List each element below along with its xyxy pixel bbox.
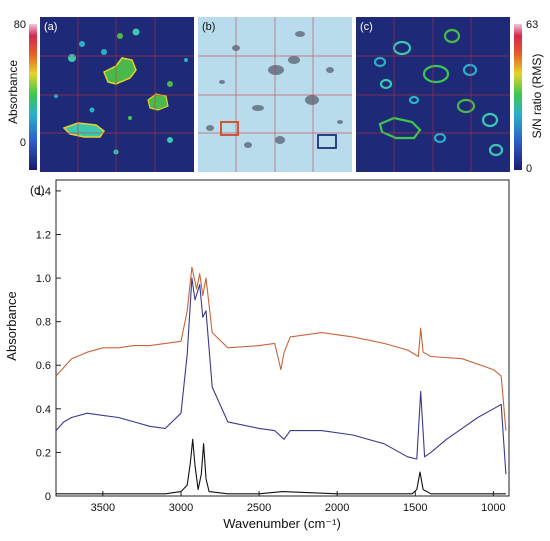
x-tick-label: 2500 xyxy=(247,502,271,514)
colorbar-left: 80 0 Absorbance xyxy=(6,19,37,170)
series-layer xyxy=(55,266,507,495)
series-line-black xyxy=(56,438,506,495)
x-axis-title: Wavenumber (cm⁻¹) xyxy=(223,516,341,531)
panel-c-sn-map: (c) xyxy=(356,17,510,172)
colorbar-left-title: Absorbance xyxy=(6,60,20,124)
x-tick-label: 3500 xyxy=(91,502,115,514)
series-line-blue xyxy=(55,277,507,475)
panel-a-grid xyxy=(40,17,194,172)
selection-box-blue xyxy=(317,134,337,149)
y-tick-label: 0 xyxy=(45,491,51,503)
series-line-orange xyxy=(55,266,507,431)
panel-d-label: (d) xyxy=(30,183,45,197)
y-tick-label: 0.4 xyxy=(36,404,51,416)
y-axis-title: Absorbance xyxy=(4,291,19,360)
x-tick-label: 3000 xyxy=(169,502,193,514)
panel-c-grid xyxy=(356,17,510,172)
panel-a-particles xyxy=(54,28,188,155)
x-tick-label: 1000 xyxy=(481,502,505,514)
panel-b-grid xyxy=(198,17,352,172)
panel-b-label: (b) xyxy=(202,21,215,33)
colorbar-right: 63 0 S/N ratio (RMS) xyxy=(514,19,544,175)
panel-d-spectrum-chart: (d) 0 0.2 0.4 0.6 0.8 1.0 1.2 1.4 3500 3000 2500 2… xyxy=(4,179,510,531)
y-tick-label: 0.6 xyxy=(36,360,51,372)
colorbar-left-zero: 0 xyxy=(20,137,26,149)
selection-box-orange xyxy=(220,121,239,136)
colorbar-left-max: 80 xyxy=(14,19,26,31)
colorbar-right-max: 63 xyxy=(526,19,538,31)
y-tick-label: 1.2 xyxy=(36,229,51,241)
colorbar-right-title: S/N ratio (RMS) xyxy=(530,54,544,139)
panel-a-absorbance-map: (a) xyxy=(40,17,194,172)
y-tick-label: 1.4 xyxy=(36,186,51,198)
y-axis: 0 0.2 0.4 0.6 0.8 1.0 1.2 1.4 xyxy=(36,186,61,503)
y-tick-label: 0.8 xyxy=(36,317,51,329)
x-tick-label: 1500 xyxy=(403,502,427,514)
panel-b-optical-image: (b) xyxy=(198,17,352,172)
x-tick-label: 2000 xyxy=(325,502,349,514)
plot-frame xyxy=(55,179,510,497)
y-tick-label: 1.0 xyxy=(36,273,51,285)
y-tick-label: 0.2 xyxy=(36,447,51,459)
panel-a-label: (a) xyxy=(44,21,57,33)
colorbar-right-min: 0 xyxy=(526,163,532,175)
panel-c-label: (c) xyxy=(360,21,373,33)
panel-b-particles xyxy=(206,31,343,148)
x-axis: 3500 3000 2500 2000 1500 1000 xyxy=(91,491,506,514)
